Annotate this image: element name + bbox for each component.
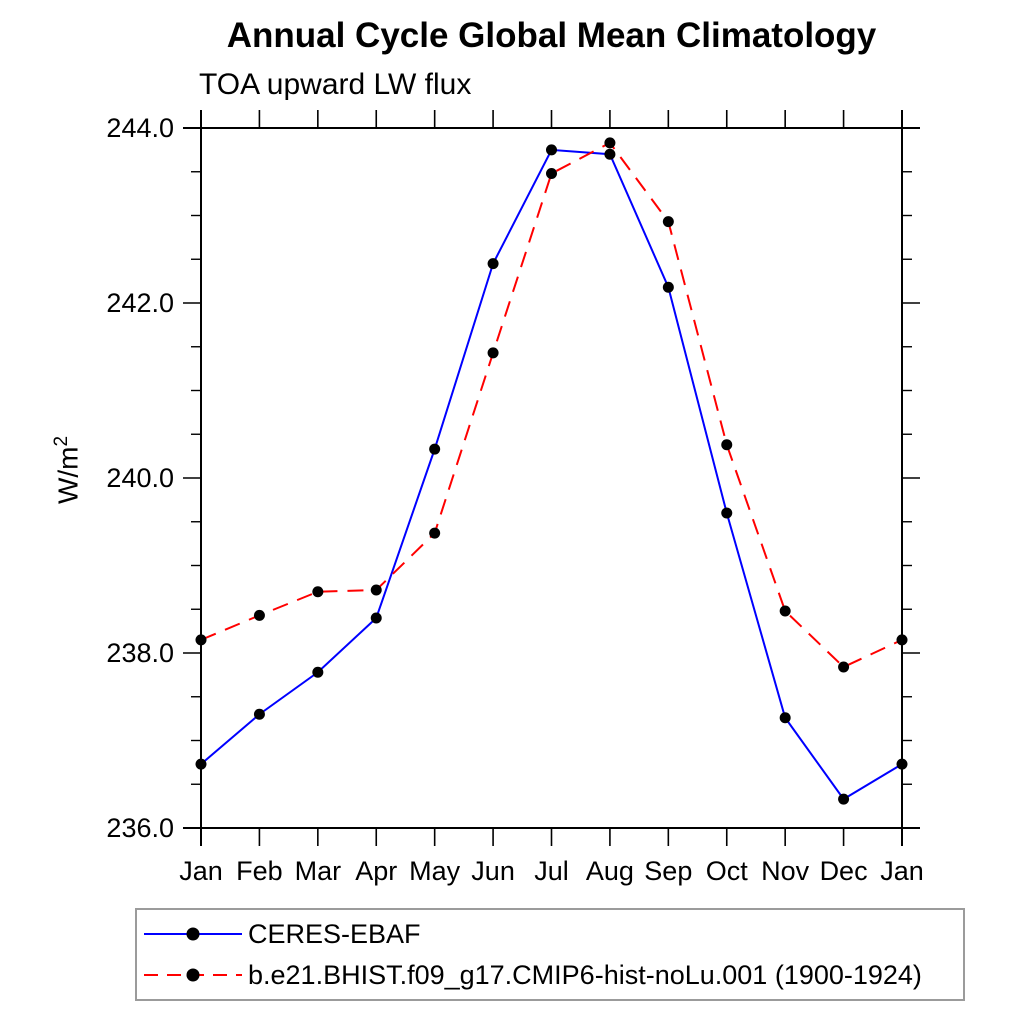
x-tick-label: Apr: [355, 856, 397, 886]
x-tick-label: Jun: [471, 856, 515, 886]
data-point-s1-Mar: [312, 586, 324, 598]
series-line-1: [200, 141, 903, 669]
x-tick-label: Aug: [586, 856, 634, 886]
data-point-s1-Jun: [487, 347, 499, 359]
chart-subtitle: TOA upward LW flux: [199, 68, 472, 101]
legend-line-sample-solid: [144, 927, 242, 941]
data-point-s1-Jul: [546, 168, 557, 179]
legend: CERES-EBAF b.e21.BHIST.f09_g17.CMIP6-his…: [135, 908, 965, 1001]
x-tick-label: Dec: [820, 856, 868, 886]
data-point-s0-Jan: [896, 758, 908, 770]
y-tick-label: 244.0: [106, 113, 174, 143]
data-point-s0-Apr: [370, 612, 382, 624]
y-tick-label: 242.0: [106, 288, 174, 318]
x-tick-label: Sep: [644, 856, 692, 886]
y-tick-label: 238.0: [106, 638, 174, 668]
data-point-s1-Sep: [662, 216, 674, 228]
data-point-s0-Dec: [838, 793, 850, 805]
legend-row-ceres: CERES-EBAF: [142, 917, 963, 951]
data-point-s0-Feb: [253, 708, 265, 720]
data-point-s0-Aug: [604, 148, 616, 160]
x-tick-label: Feb: [236, 856, 283, 886]
data-point-s1-Nov: [779, 605, 791, 617]
data-point-s0-Jan: [195, 758, 207, 770]
data-point-s1-Dec: [838, 661, 850, 673]
data-point-s0-Jul: [546, 144, 557, 156]
data-point-s1-Oct: [721, 439, 733, 451]
legend-label-ceres: CERES-EBAF: [248, 918, 421, 949]
data-point-s0-Oct: [721, 507, 733, 519]
x-tick-label: Jan: [880, 856, 924, 886]
series-line-0: [200, 148, 903, 801]
data-point-s0-Mar: [312, 666, 324, 678]
data-point-s1-Apr: [370, 584, 382, 596]
data-point-s1-Jan: [195, 634, 207, 646]
data-point-s1-May: [429, 527, 441, 539]
data-point-s0-Sep: [662, 281, 674, 293]
x-tick-label: Oct: [706, 856, 749, 886]
data-point-s0-Nov: [779, 712, 791, 724]
chart-title: Annual Cycle Global Mean Climatology: [226, 16, 877, 55]
data-point-s1-Jan: [896, 634, 908, 646]
legend-label-model: b.e21.BHIST.f09_g17.CMIP6-hist-noLu.001 …: [248, 959, 922, 990]
x-tick-label: May: [409, 856, 461, 886]
data-point-s1-Aug: [604, 137, 616, 149]
y-tick-label: 240.0: [106, 463, 174, 493]
x-tick-label: Jul: [534, 856, 569, 886]
data-point-s0-May: [429, 443, 441, 455]
x-tick-label: Nov: [761, 856, 810, 886]
data-point-s1-Feb: [253, 609, 265, 621]
legend-line-sample-dashed: [144, 968, 242, 982]
x-tick-label: Mar: [295, 856, 342, 886]
data-point-s0-Jun: [487, 258, 499, 270]
x-tick-label: Jan: [179, 856, 223, 886]
legend-row-model: b.e21.BHIST.f09_g17.CMIP6-hist-noLu.001 …: [142, 958, 963, 992]
y-tick-label: 236.0: [106, 813, 174, 843]
